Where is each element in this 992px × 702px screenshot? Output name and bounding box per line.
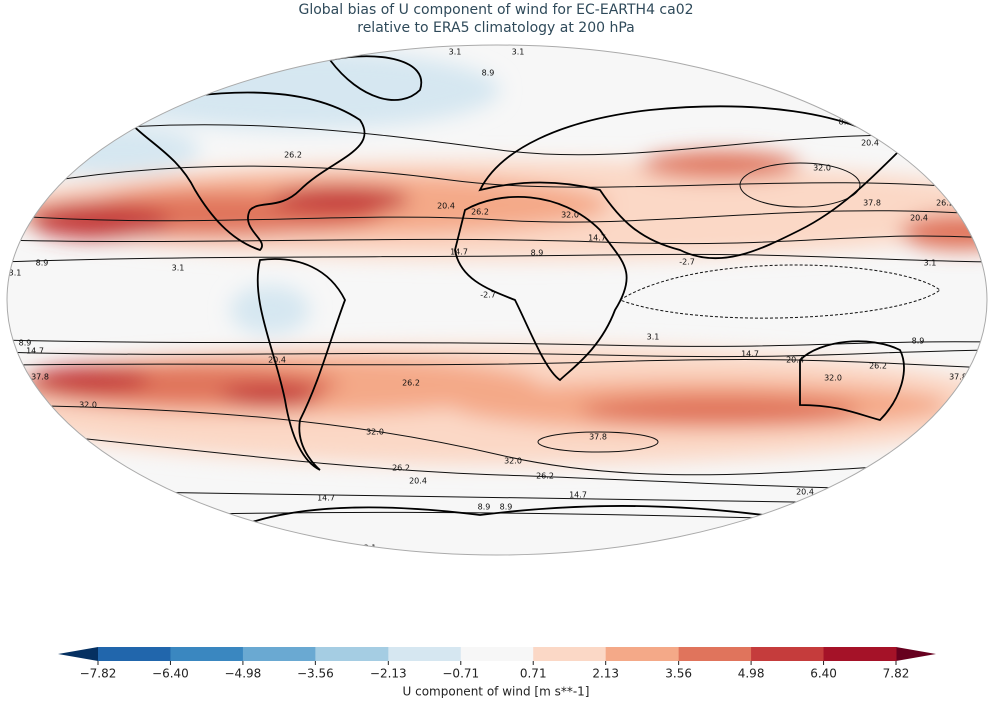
contour-label: 37.8 bbox=[863, 199, 881, 208]
colorbar-tick-label: −4.98 bbox=[225, 667, 262, 681]
contour-label: 20.4 bbox=[53, 134, 71, 143]
contour-label: 3.1 bbox=[512, 48, 525, 57]
contour-label: 8.9 bbox=[531, 249, 544, 258]
contour-label: 14.7 bbox=[588, 234, 606, 243]
contour-label: 8.9 bbox=[912, 337, 925, 346]
contour-label: 26.2 bbox=[284, 151, 302, 160]
contour-label: 26.2 bbox=[29, 188, 47, 197]
colorbar-segment bbox=[388, 647, 462, 661]
contour-label: 8.9 bbox=[478, 503, 491, 512]
colorbar-segment bbox=[678, 647, 752, 661]
contour-label: 8.9 bbox=[19, 339, 32, 348]
contour-label: 3.1 bbox=[9, 269, 22, 278]
colorbar-segment bbox=[605, 647, 680, 661]
colorbar-tick-label: 3.56 bbox=[665, 667, 692, 681]
colorbar-tick-label: −2.13 bbox=[370, 667, 407, 681]
contour-label: 3.1 bbox=[924, 259, 937, 268]
colorbar-segment bbox=[823, 647, 897, 661]
contour-label: 20.4 bbox=[861, 139, 879, 148]
contour-label: 8.9 bbox=[500, 503, 513, 512]
title-line: relative to ERA5 climatology at 200 hPa bbox=[357, 20, 634, 36]
contour-label: 26.2 bbox=[893, 458, 911, 467]
colorbar-segment bbox=[533, 647, 607, 661]
contour-label: 3.1 bbox=[172, 264, 185, 273]
contour-label: 26.2 bbox=[402, 379, 420, 388]
contour-label: 14.7 bbox=[883, 126, 901, 135]
contour-label: 20.4 bbox=[796, 488, 814, 497]
contour-label: 26.2 bbox=[869, 362, 887, 371]
colorbar: −7.82 −6.40 −4.98 −3.56 −2.13 −0.71 0.71 2.13 3.… bbox=[58, 647, 936, 681]
contour-label: 3.1 bbox=[364, 544, 377, 553]
contour-label: 26.2 bbox=[536, 472, 554, 481]
contour-label: 26.2 bbox=[471, 208, 489, 217]
contour-label: 37.8 bbox=[589, 433, 607, 442]
colorbar-segment bbox=[170, 647, 244, 661]
bias-field bbox=[7, 50, 987, 465]
contour-label: 14.7 bbox=[741, 350, 759, 359]
contour-label: 20.4 bbox=[910, 214, 928, 223]
colorbar-tick-label: 7.82 bbox=[883, 667, 910, 681]
contour-label: 14.7 bbox=[569, 491, 587, 500]
contour-label: 20.4 bbox=[268, 356, 286, 365]
contour-label: 8.9 bbox=[36, 259, 49, 268]
contour-label: 20.4 bbox=[786, 356, 804, 365]
contour-label: 20.4 bbox=[437, 202, 455, 211]
map: 3.1 3.18.920.426.28.914.720.426.232.037.8… bbox=[7, 45, 987, 555]
contour-label: 32.0 bbox=[504, 457, 522, 466]
colorbar-tick-label: −7.82 bbox=[80, 667, 117, 681]
title-line: Global bias of U component of wind for E… bbox=[298, 2, 693, 18]
colorbar-label: U component of wind [m s**-1] bbox=[403, 685, 590, 699]
contour-label: 14.7 bbox=[317, 494, 335, 503]
colorbar-segment bbox=[751, 647, 825, 661]
contour-label: 3.1 bbox=[647, 333, 660, 342]
contour-label: 37.8 bbox=[31, 373, 49, 382]
contour-label: 3.1 bbox=[449, 48, 462, 57]
colorbar-tick-label: 4.98 bbox=[738, 667, 765, 681]
map-frame bbox=[6, 44, 988, 556]
contour-label: 26.2 bbox=[936, 199, 954, 208]
colorbar-tick-label: 0.71 bbox=[520, 667, 547, 681]
colorbar-segment bbox=[242, 647, 316, 661]
contour-label: 26.2 bbox=[392, 464, 410, 473]
colorbar-tick-label: −0.71 bbox=[442, 667, 479, 681]
contour-label: 8.9 bbox=[482, 69, 495, 78]
contour-label: 3.1 bbox=[747, 533, 760, 542]
contour-label: 20.4 bbox=[409, 477, 427, 486]
contour-label: -2.7 bbox=[480, 291, 496, 300]
colorbar-segment bbox=[315, 647, 389, 661]
contour-label: 32.0 bbox=[561, 211, 579, 220]
map-background bbox=[7, 45, 987, 555]
contour-label: 37.8 bbox=[949, 373, 967, 382]
contour-label: 8.9 bbox=[839, 118, 852, 127]
colorbar-tick-label: −3.56 bbox=[297, 667, 334, 681]
contour-label: 32.0 bbox=[79, 401, 97, 410]
colorbar-tick-label: 2.13 bbox=[592, 667, 619, 681]
contour-label: 14.7 bbox=[450, 248, 468, 257]
contour-label: 32.0 bbox=[813, 164, 831, 173]
colorbar-tick-label: −6.40 bbox=[152, 667, 189, 681]
colorbar-segment bbox=[98, 647, 171, 661]
contour-label: 14.7 bbox=[26, 347, 44, 356]
contour-label: 32.0 bbox=[366, 428, 384, 437]
colorbar-extend bbox=[896, 647, 936, 661]
contour-label: 32.0 bbox=[824, 374, 842, 383]
colorbar-tick-label: 6.40 bbox=[810, 667, 837, 681]
colorbar-extend bbox=[58, 647, 98, 661]
colorbar-segment bbox=[460, 647, 534, 661]
contour-label: 20.4 bbox=[53, 426, 71, 435]
contour-label: -2.7 bbox=[679, 258, 695, 267]
contour-label: 26.2 bbox=[91, 468, 109, 477]
